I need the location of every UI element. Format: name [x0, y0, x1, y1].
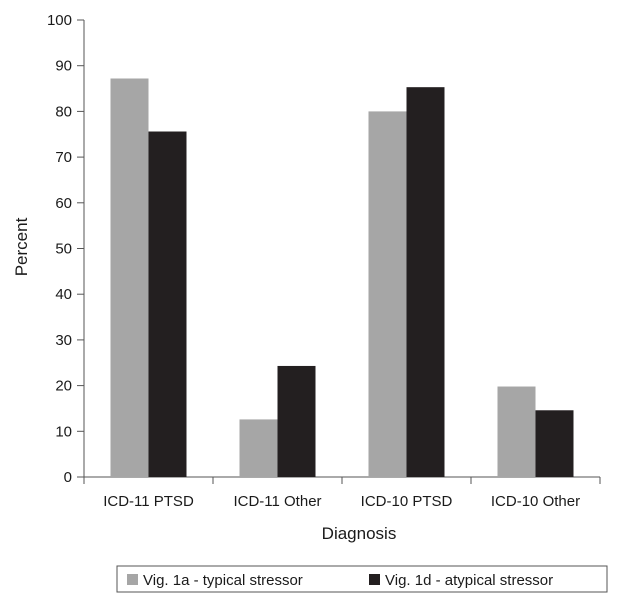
y-tick-label: 70	[55, 149, 72, 166]
bar	[277, 365, 316, 477]
x-tick-label: ICD-10 PTSD	[361, 493, 453, 510]
x-tick-label: ICD-10 Other	[491, 493, 580, 510]
bars	[110, 78, 574, 478]
x-axis-title: Diagnosis	[322, 524, 397, 543]
y-tick-label: 20	[55, 378, 72, 395]
y-tick-label: 50	[55, 241, 72, 258]
legend-box	[116, 565, 608, 593]
bar	[406, 87, 445, 477]
y-tick-label: 10	[55, 423, 72, 440]
legend-swatch	[369, 574, 380, 585]
y-axis-title: Percent	[12, 217, 31, 276]
legend-swatch	[127, 574, 138, 585]
x-tick-label: ICD-11 PTSD	[103, 493, 194, 510]
y-axis: 0 10 20 30 40 50 60 70 80 90 100	[47, 12, 85, 486]
y-tick-label: 30	[55, 332, 72, 349]
bar	[497, 386, 536, 477]
x-axis: ICD-11 PTSD ICD-11 Other ICD-10 PTSD ICD-10…	[83, 476, 601, 510]
legend-label: Vig. 1a - typical stressor	[143, 572, 303, 589]
bar	[239, 419, 278, 477]
y-tick-label: 100	[47, 12, 72, 29]
bar	[368, 111, 407, 478]
legend-label: Vig. 1d - atypical stressor	[385, 572, 553, 589]
x-tick-label: ICD-11 Other	[233, 493, 321, 510]
bar	[535, 410, 574, 477]
y-tick-label: 60	[55, 195, 72, 212]
y-tick-label: 80	[55, 103, 72, 120]
bar	[148, 131, 187, 477]
y-tick-label: 90	[55, 58, 72, 75]
bar	[110, 78, 149, 477]
y-tick-label: 0	[64, 469, 72, 486]
y-tick-label: 40	[55, 286, 72, 303]
legend: Vig. 1a - typical stressor Vig. 1d - atyp…	[116, 565, 608, 593]
